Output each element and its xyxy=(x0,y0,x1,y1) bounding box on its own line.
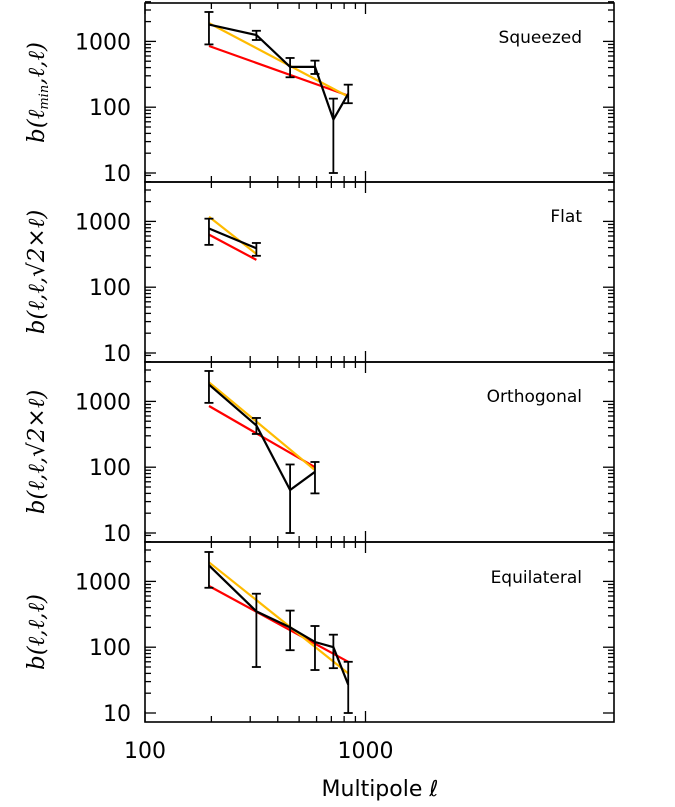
plot-frame xyxy=(144,181,615,363)
measured-line xyxy=(208,227,257,250)
data-layer xyxy=(204,551,353,714)
yellow-model-line xyxy=(208,215,258,255)
measured-line xyxy=(208,564,350,686)
y-tick-label: 10 xyxy=(103,702,131,727)
red-model-line xyxy=(208,233,257,261)
y-tick-label: 10 xyxy=(103,522,131,547)
yellow-model-line xyxy=(208,561,349,675)
y-tick-label: 100 xyxy=(89,276,131,301)
x-axis-label: Multipole ℓ xyxy=(322,777,439,802)
panel-title: Squeezed xyxy=(499,28,582,48)
panels: 10 100 1000 Squeezed b(ℓmin,ℓ,ℓ) 10 100 1000 Fla… xyxy=(24,1,615,802)
y-tick-label: 100 xyxy=(89,456,131,481)
y-axis-label-part: b(ℓ xyxy=(24,109,50,143)
yellow-model-line xyxy=(208,22,349,98)
panel-title: Orthogonal xyxy=(487,387,582,407)
y-axis-label-subscript: min xyxy=(37,85,52,110)
red-model-line xyxy=(208,44,349,97)
y-tick-label: 100 xyxy=(89,96,131,121)
y-axis-label: b(ℓ,ℓ,√2×ℓ) xyxy=(24,210,50,335)
data-layer xyxy=(204,215,261,261)
x-tick-label: 1000 xyxy=(338,739,394,764)
y-axis-label-part: ,ℓ,ℓ) xyxy=(24,42,50,85)
measured-line xyxy=(208,23,350,123)
y-tick-label: 1000 xyxy=(75,30,131,55)
y-tick-label: 100 xyxy=(89,636,131,661)
panel-orthogonal: 10 100 1000 Orthogonal b(ℓ,ℓ,√2×ℓ) xyxy=(24,354,615,547)
panel-squeezed: 10 100 1000 Squeezed b(ℓmin,ℓ,ℓ) xyxy=(24,1,615,187)
panel-title: Flat xyxy=(550,207,582,227)
y-axis-label: b(ℓmin,ℓ,ℓ) xyxy=(24,42,52,143)
x-tick-label: 100 xyxy=(124,739,166,764)
y-tick-label: 1000 xyxy=(75,390,131,415)
data-layer xyxy=(204,11,353,174)
y-tick-label: 10 xyxy=(103,342,131,367)
plot-frame xyxy=(144,541,615,723)
y-tick-label: 1000 xyxy=(75,570,131,595)
data-layer xyxy=(204,370,320,534)
yellow-model-line xyxy=(208,381,316,472)
panel-title: Equilateral xyxy=(491,568,582,588)
panel-equilateral: 10 100 1000 Equilateral b(ℓ,ℓ,ℓ) 100 1000 Multi… xyxy=(24,534,615,802)
y-axis-label: b(ℓ,ℓ,√2×ℓ) xyxy=(24,390,50,515)
panel-flat: 10 100 1000 Flat b(ℓ,ℓ,√2×ℓ) xyxy=(24,174,615,367)
y-tick-label: 10 xyxy=(103,162,131,187)
y-axis-label: b(ℓ,ℓ,ℓ) xyxy=(24,594,50,670)
red-model-line xyxy=(208,585,349,663)
y-tick-label: 1000 xyxy=(75,210,131,235)
measured-line xyxy=(208,383,316,492)
